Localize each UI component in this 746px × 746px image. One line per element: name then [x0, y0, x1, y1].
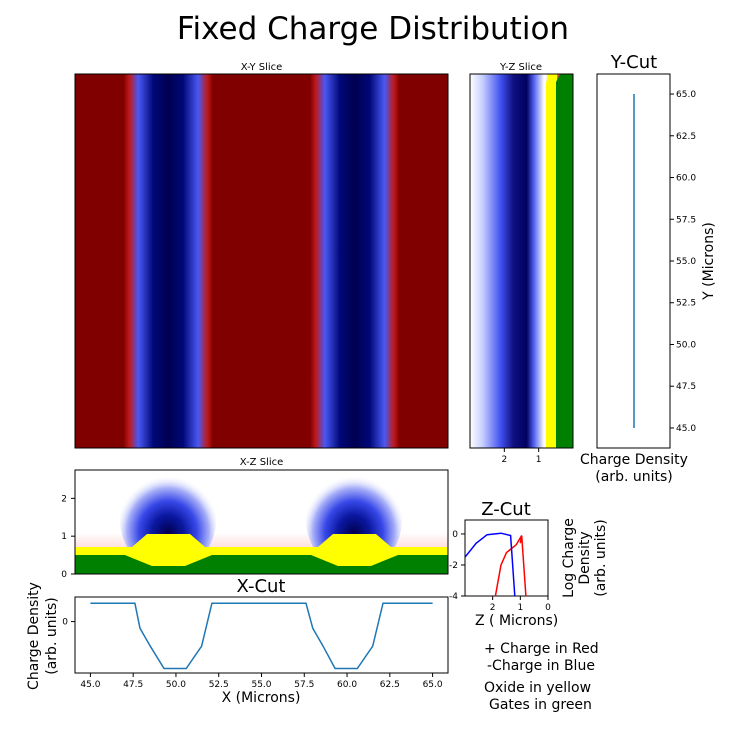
zcut-ylabel-line1: Log Charge [561, 518, 577, 598]
ycut-y-tick-label: 47.5 [676, 382, 696, 392]
yz-gate-band [556, 74, 573, 448]
legend-gates: Gates in green [489, 697, 592, 713]
ycut-y-tick-label: 45.0 [676, 424, 696, 434]
ycut-y-tick-label: 52.5 [676, 299, 696, 309]
zcut-axes: 2 1 0 0 -2 -4 [449, 530, 551, 613]
xz-slice-frame [74, 469, 449, 575]
ycut-title: Y-Cut [610, 52, 657, 73]
zcut-x-tick-label: 1 [517, 603, 523, 613]
xz-y-axis: 0 1 2 [61, 494, 75, 580]
xcut-ylabel-line2: (arb. units) [44, 597, 60, 674]
zcut-title: Z-Cut [481, 499, 531, 520]
xy-slice-heatmap [75, 74, 448, 448]
xcut-x-tick-label: 60.0 [337, 680, 357, 690]
zcut-series-blue [465, 532, 516, 596]
zcut-series-red [519, 535, 527, 596]
ycut-y-tick-label: 62.5 [676, 132, 696, 142]
legend-positive: + Charge in Red [484, 641, 599, 657]
zcut-x-tick-label: 0 [545, 603, 551, 613]
xcut-x-tick-label: 45.0 [80, 680, 100, 690]
ycut-y-tick-label: 55.0 [676, 257, 696, 267]
xy-slice-title: X-Y Slice [241, 62, 283, 73]
zcut-series-red [494, 535, 523, 596]
yz-oxide-band [546, 74, 557, 448]
xcut-x-tick-label: 57.5 [294, 680, 314, 690]
xcut-x-tick-label: 47.5 [123, 680, 143, 690]
zcut-ylabel-line3: (arb. units) [593, 519, 609, 596]
yz-x-tick-label: 2 [501, 455, 507, 465]
yz-slice-frame [469, 73, 574, 449]
zcut-y-tick-label: 0 [452, 530, 458, 540]
xcut-series-line [90, 602, 433, 670]
xcut-ylabel-line1: Charge Density [26, 582, 42, 690]
zcut-ylabel-line2: Density [577, 531, 593, 584]
xz-slice-title: X-Z Slice [240, 457, 284, 468]
ycut-y-tick-label: 57.5 [676, 215, 696, 225]
figure-title: Fixed Charge Distribution [177, 11, 569, 47]
xz-gate-region [75, 555, 448, 574]
ycut-xlabel-line2: (arb. units) [595, 469, 672, 485]
ycut-ylabel: Y (Microns) [701, 222, 717, 301]
xz-y-tick-label: 1 [61, 532, 67, 542]
xcut-x-tick-label: 50.0 [166, 680, 186, 690]
xz-y-tick-label: 0 [61, 570, 67, 580]
zcut-x-tick-label: 2 [490, 603, 496, 613]
xcut-axes: 45.0 47.5 50.0 52.5 55.0 57.5 60.0 62.5 65.0 0 [62, 618, 443, 690]
ycut-y-axis: 45.0 47.5 50.0 52.5 55.0 57.5 60.0 62.5 65.0 [670, 90, 696, 434]
zcut-frame [464, 519, 549, 597]
ycut-xlabel-line1: Charge Density [580, 452, 688, 468]
ycut-y-tick-label: 50.0 [676, 340, 696, 350]
xcut-title: X-Cut [237, 576, 286, 597]
zcut-y-tick-label: -4 [449, 592, 458, 602]
ycut-y-tick-label: 60.0 [676, 174, 696, 184]
legend-oxide: Oxide in yellow [484, 680, 591, 696]
yz-x-tick-label: 1 [536, 455, 542, 465]
zcut-y-tick-label: -2 [449, 561, 458, 571]
xcut-x-tick-label: 65.0 [423, 680, 443, 690]
xz-oxide-region [75, 534, 448, 574]
xz-slice-heatmap [75, 470, 448, 574]
legend-negative: -Charge in Blue [487, 658, 595, 674]
xcut-x-tick-label: 62.5 [380, 680, 400, 690]
xcut-frame [74, 596, 449, 674]
yz-slice-title: Y-Z Slice [499, 62, 542, 73]
xz-y-tick-label: 2 [61, 494, 67, 504]
xcut-y-tick-label: 0 [62, 618, 68, 628]
xcut-xlabel: X (Microns) [222, 690, 301, 706]
xcut-x-tick-label: 55.0 [251, 680, 271, 690]
ycut-y-tick-label: 65.0 [676, 90, 696, 100]
zcut-series-lines [465, 532, 527, 596]
xy-slice-frame [74, 73, 449, 449]
xcut-x-tick-label: 52.5 [209, 680, 229, 690]
zcut-xlabel: Z ( Microns) [475, 613, 558, 629]
